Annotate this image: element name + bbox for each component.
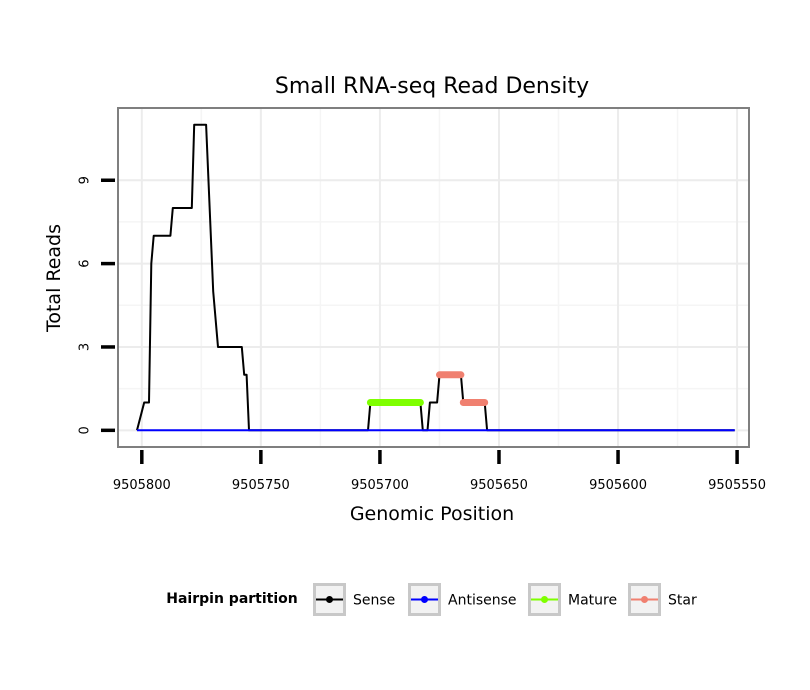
mature-legend-label: Mature [568,593,617,609]
y-tick-label: 3 [78,343,93,351]
legend-title: Hairpin partition [166,591,297,607]
y-tick-label: 9 [78,176,93,184]
y-tick-label: 6 [78,259,93,267]
y-axis-label: Total Reads [43,224,65,333]
plot-panel-border [117,107,750,448]
star-legend-label: Star [668,593,697,609]
x-tick-label: 9505550 [708,478,766,493]
sense-legend-dot [326,596,333,603]
x-axis-label: Genomic Position [350,503,514,525]
mature-legend-dot [541,596,548,603]
x-tick-label: 9505750 [232,478,290,493]
x-tick-label: 9505600 [589,478,647,493]
y-tick-label: 0 [78,426,93,434]
legend: Hairpin partition Sense Antisense Mature St… [166,583,697,616]
axes: 9505800 9505750 9505700 9505650 9505600 95055… [78,176,767,493]
sense-legend-label: Sense [353,593,395,609]
x-tick-label: 9505700 [351,478,409,493]
sense-series-line [136,123,735,432]
x-tick-label: 9505800 [113,478,171,493]
series-group [136,123,735,432]
star-legend-dot [641,596,648,603]
antisense-legend-dot [421,596,428,603]
chart-title: Small RNA-seq Read Density [275,74,589,99]
grid [118,108,749,447]
x-tick-label: 9505650 [470,478,528,493]
antisense-legend-label: Antisense [448,593,517,609]
